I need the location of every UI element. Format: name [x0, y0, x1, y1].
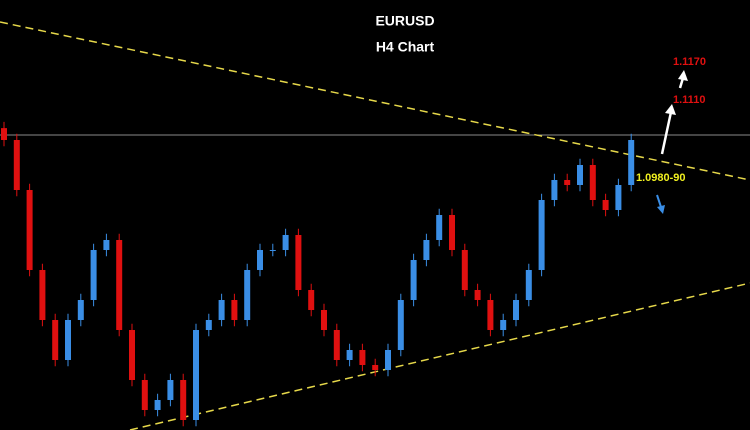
candle-body	[461, 250, 468, 290]
candle-body	[513, 300, 519, 320]
candle-body	[321, 310, 327, 330]
candle-body	[282, 235, 289, 250]
chart-subtitle: H4 Chart	[376, 39, 435, 55]
candle-body	[589, 165, 596, 200]
candle-body	[90, 250, 97, 300]
candle-body	[167, 380, 174, 400]
upper-trendline	[0, 21, 750, 181]
candle-body	[218, 300, 225, 320]
candle-body	[359, 350, 366, 365]
candle-body	[39, 270, 46, 320]
candle-body	[269, 250, 276, 251]
candle-body	[26, 190, 33, 270]
candle-body	[577, 165, 583, 185]
candle-body	[602, 200, 609, 210]
candle-body	[308, 290, 315, 310]
arrow-head	[657, 205, 665, 214]
candle-body	[231, 300, 238, 320]
candle-body	[257, 250, 263, 270]
candle-body	[615, 185, 622, 210]
candle-body	[487, 300, 494, 330]
arrow	[656, 194, 662, 208]
annotation: 1.1110	[673, 94, 705, 106]
candle-body	[333, 330, 340, 360]
candle-body	[295, 235, 302, 290]
arrow-head	[665, 104, 676, 115]
candle-body	[538, 200, 545, 270]
candle-body	[500, 320, 507, 330]
candle-body	[372, 365, 379, 370]
candle-body	[244, 270, 251, 320]
candle-body	[397, 300, 404, 350]
candle-body	[141, 380, 148, 410]
candle-body	[449, 215, 455, 250]
candle-body	[436, 215, 443, 240]
candle-body	[474, 290, 481, 300]
annotation: 1.0980-90	[636, 172, 686, 184]
candle-body	[1, 128, 7, 140]
candle-body	[129, 330, 135, 380]
arrow-head	[678, 70, 688, 81]
candle-body	[77, 300, 84, 320]
candle-body	[65, 320, 71, 360]
candle-body	[551, 180, 558, 200]
candle-body	[346, 350, 353, 360]
candle-body	[525, 270, 532, 300]
candle-body	[628, 140, 635, 185]
candle-body	[180, 380, 187, 420]
candle-body	[423, 240, 430, 260]
candle-body	[52, 320, 59, 360]
lower-trendline	[129, 282, 750, 430]
chart-title: EURUSD	[375, 13, 434, 29]
candles	[1, 121, 635, 427]
annotation: 1.1170	[673, 56, 706, 68]
candle-body	[154, 400, 161, 410]
candle-body	[103, 240, 110, 250]
candle-body	[385, 350, 391, 370]
candle-body	[116, 240, 123, 330]
candle-body	[193, 330, 199, 420]
candle-body	[410, 260, 417, 300]
candle-body	[13, 140, 20, 190]
arrow	[660, 111, 673, 155]
candle-body	[205, 320, 212, 330]
candle-body	[564, 180, 571, 185]
